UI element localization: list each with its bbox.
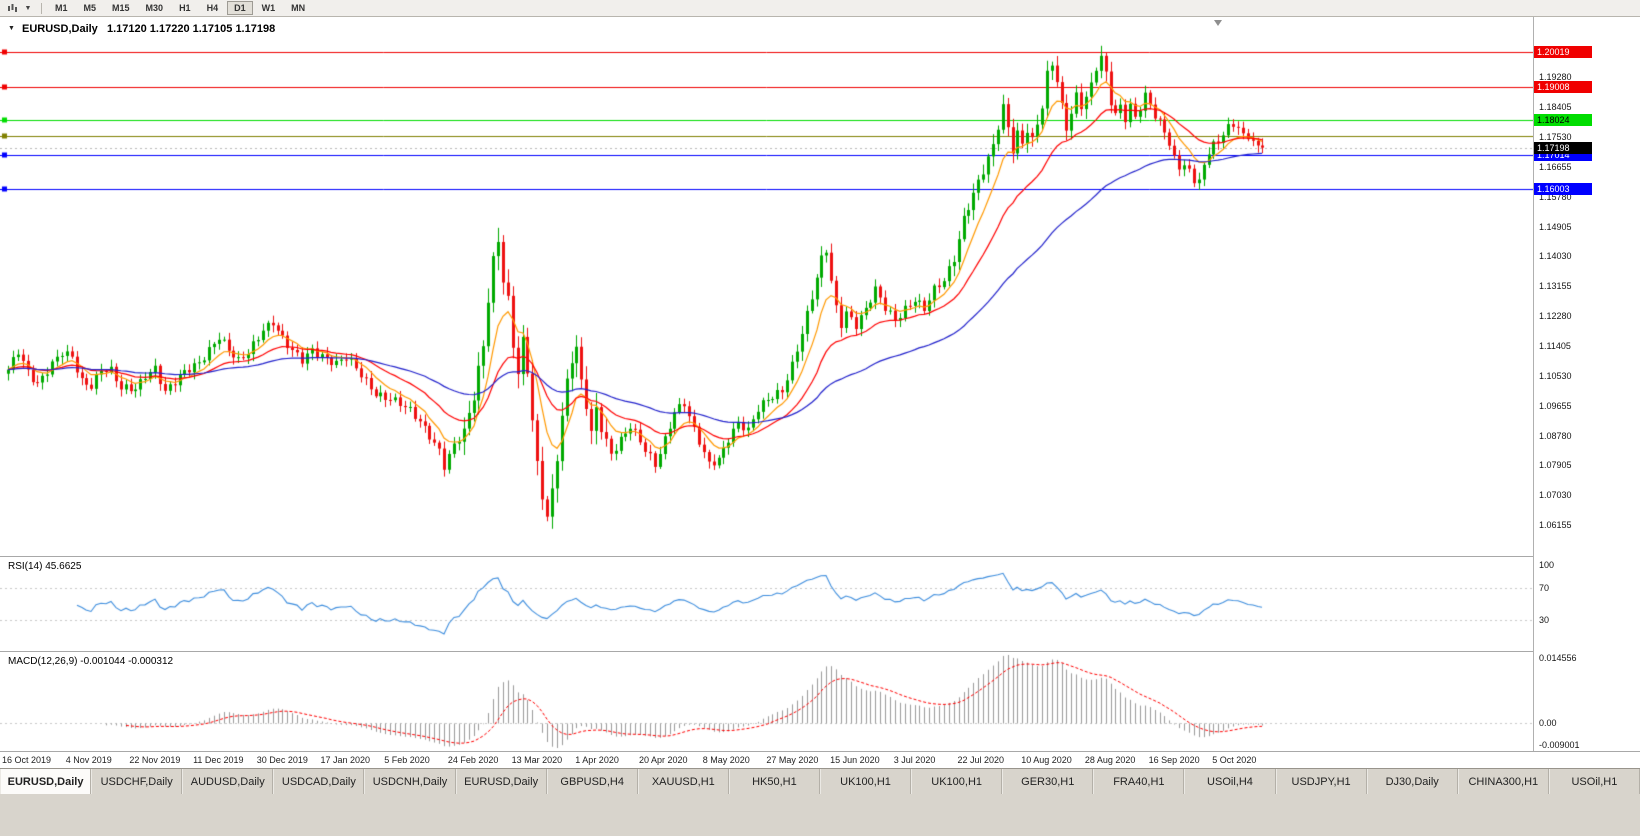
rsi-panel-divider[interactable] bbox=[0, 556, 1640, 557]
toolbar-separator bbox=[41, 2, 42, 14]
chart-tab-eurusd-daily[interactable]: EURUSD,Daily bbox=[0, 769, 92, 794]
date-label: 8 May 2020 bbox=[702, 755, 750, 765]
chart-tab-usoil-h4[interactable]: USOil,H4 bbox=[1184, 769, 1276, 794]
timeframe-button-h1[interactable]: H1 bbox=[179, 3, 191, 13]
chart-tab-usdchf-daily[interactable]: USDCHF,Daily bbox=[91, 769, 183, 794]
macd-indicator-panel[interactable] bbox=[0, 652, 1533, 751]
timeframe-button-mn[interactable]: MN bbox=[291, 3, 306, 13]
macd-label: MACD(12,26,9) -0.001044 -0.000312 bbox=[8, 656, 174, 667]
chart-tab-dj30-daily[interactable]: DJ30,Daily bbox=[1366, 769, 1458, 794]
macd-tick-max: 0.014556 bbox=[1539, 653, 1577, 663]
chart-tab-xauusd-h1[interactable]: XAUUSD,H1 bbox=[637, 769, 729, 794]
date-label: 16 Sep 2020 bbox=[1148, 755, 1200, 765]
date-label: 24 Feb 2020 bbox=[447, 755, 499, 765]
timeframe-button-m1[interactable]: M1 bbox=[55, 3, 68, 13]
macd-panel-divider[interactable] bbox=[0, 651, 1640, 652]
timeframe-buttons: M1 M5 M15 M30 H1 H4 D1 W1 MN bbox=[47, 1, 313, 15]
chart-tab-usdcnh-daily[interactable]: USDCNH,Daily bbox=[364, 769, 456, 794]
date-label: 10 Aug 2020 bbox=[1021, 755, 1072, 765]
timeframe-button-m15[interactable]: M15 bbox=[112, 3, 130, 13]
hline-price-flag: 1.20019 bbox=[1534, 46, 1592, 59]
price-tick: 1.19280 bbox=[1539, 72, 1572, 83]
price-tick: 1.17530 bbox=[1539, 132, 1572, 143]
date-label: 28 Aug 2020 bbox=[1084, 755, 1136, 765]
date-label: 27 May 2020 bbox=[766, 755, 819, 765]
chart-shift-marker-icon[interactable] bbox=[1214, 20, 1222, 26]
price-tick: 1.18405 bbox=[1539, 102, 1572, 113]
date-label: 30 Dec 2019 bbox=[256, 755, 308, 765]
chart-tab-audusd-daily[interactable]: AUDUSD,Daily bbox=[182, 769, 274, 794]
price-tick: 1.13155 bbox=[1539, 281, 1572, 292]
ohlc-values: 1.17120 1.17220 1.17105 1.17198 bbox=[106, 23, 276, 35]
rsi-indicator-panel[interactable] bbox=[0, 557, 1533, 651]
chart-tab-uk100-h1[interactable]: UK100,H1 bbox=[911, 769, 1003, 794]
price-tick: 1.14030 bbox=[1539, 251, 1572, 262]
price-tick: 1.15780 bbox=[1539, 191, 1572, 202]
timeframe-button-m5[interactable]: M5 bbox=[83, 3, 97, 13]
date-label: 1 Apr 2020 bbox=[575, 755, 619, 765]
rsi-tick: 30 bbox=[1539, 614, 1550, 625]
rsi-label: RSI(14) 45.6625 bbox=[8, 561, 82, 572]
date-axis[interactable]: 16 Oct 2019 4 Nov 2019 22 Nov 2019 11 Dec 2… bbox=[0, 752, 1533, 768]
timeframe-toolbar: ▼ M1 M5 M15 M30 H1 H4 D1 W1 MN bbox=[0, 0, 1640, 17]
price-tick: 1.12280 bbox=[1539, 311, 1572, 322]
date-label: 5 Feb 2020 bbox=[384, 755, 430, 765]
hline-price-flag: 1.18024 bbox=[1534, 114, 1592, 127]
chart-tab-gbpusd-h4[interactable]: GBPUSD,H4 bbox=[546, 769, 638, 794]
timeframe-button-h4[interactable]: H4 bbox=[206, 3, 219, 13]
timeframe-button-d1[interactable]: D1 bbox=[227, 1, 253, 15]
date-axis-divider bbox=[0, 751, 1640, 752]
date-label: 22 Jul 2020 bbox=[957, 755, 1005, 765]
date-label: 17 Jan 2020 bbox=[320, 755, 371, 765]
date-label: 4 Nov 2019 bbox=[65, 755, 112, 765]
price-tick: 1.09655 bbox=[1539, 400, 1572, 411]
chart-tab-uk100-h1[interactable]: UK100,H1 bbox=[819, 769, 912, 794]
chart-tab-usdcad-daily[interactable]: USDCAD,Daily bbox=[273, 769, 365, 794]
timeframe-button-w1[interactable]: W1 bbox=[261, 3, 276, 13]
date-label: 22 Nov 2019 bbox=[129, 755, 181, 765]
main-price-chart[interactable] bbox=[0, 17, 1533, 556]
date-label: 16 Oct 2019 bbox=[2, 755, 52, 765]
price-tick: 1.11405 bbox=[1539, 341, 1571, 352]
date-label: 3 Jul 2020 bbox=[893, 755, 936, 765]
rsi-tick: 100 bbox=[1539, 559, 1555, 570]
timeframe-button-m30[interactable]: M30 bbox=[145, 3, 164, 13]
chart-type-icon[interactable] bbox=[4, 1, 20, 15]
symbol-caret-icon[interactable]: ▼ bbox=[8, 25, 15, 32]
price-tick: 1.07905 bbox=[1539, 460, 1572, 471]
date-label: 5 Oct 2020 bbox=[1212, 755, 1257, 765]
candlestick-chart-glyph bbox=[7, 3, 17, 12]
window-bottom-filler bbox=[0, 794, 1640, 836]
price-tick: 1.10530 bbox=[1539, 370, 1572, 381]
chart-type-caret-icon[interactable]: ▼ bbox=[24, 4, 32, 12]
date-label: 15 Jun 2020 bbox=[830, 755, 880, 765]
current-price-flag: 1.17198 bbox=[1534, 142, 1592, 155]
price-axis[interactable]: 1.19280 1.18405 1.17530 1.16655 1.15780 1.149… bbox=[1533, 17, 1640, 751]
symbol-title: EURUSD,Daily bbox=[22, 23, 98, 35]
chart-tab-hk50-h1[interactable]: HK50,H1 bbox=[728, 769, 820, 794]
price-tick: 1.16655 bbox=[1539, 161, 1572, 172]
rsi-tick: 70 bbox=[1539, 583, 1550, 594]
chart-tab-fra40-h1[interactable]: FRA40,H1 bbox=[1093, 769, 1185, 794]
hline-price-flag: 1.19008 bbox=[1534, 80, 1592, 93]
macd-tick-min: -0.009001 bbox=[1539, 740, 1580, 750]
date-label: 20 Apr 2020 bbox=[639, 755, 688, 765]
price-tick: 1.08780 bbox=[1539, 430, 1572, 441]
price-tick: 1.14905 bbox=[1539, 221, 1572, 232]
chart-info-line: ▼ EURUSD,Daily 1.17120 1.17220 1.17105 1… bbox=[8, 23, 275, 35]
chart-tab-usoil-h1[interactable]: USOil,H1 bbox=[1548, 769, 1640, 794]
hline-price-flag: 1.16003 bbox=[1534, 183, 1592, 196]
price-tick: 1.06155 bbox=[1539, 520, 1572, 531]
date-label: 13 Mar 2020 bbox=[511, 755, 563, 765]
chart-tab-eurusd-daily[interactable]: EURUSD,Daily bbox=[455, 769, 547, 794]
macd-tick-zero: 0.00 bbox=[1539, 717, 1557, 728]
chart-tab-ger30-h1[interactable]: GER30,H1 bbox=[1002, 769, 1094, 794]
chart-tabs-bar: EURUSD,Daily USDCHF,Daily AUDUSD,Daily USDC… bbox=[0, 768, 1640, 794]
chart-tab-usdjpy-h1[interactable]: USDJPY,H1 bbox=[1275, 769, 1367, 794]
chart-tab-china300-h1[interactable]: CHINA300,H1 bbox=[1457, 769, 1549, 794]
price-tick: 1.07030 bbox=[1539, 490, 1572, 501]
date-label: 11 Dec 2019 bbox=[193, 755, 244, 765]
